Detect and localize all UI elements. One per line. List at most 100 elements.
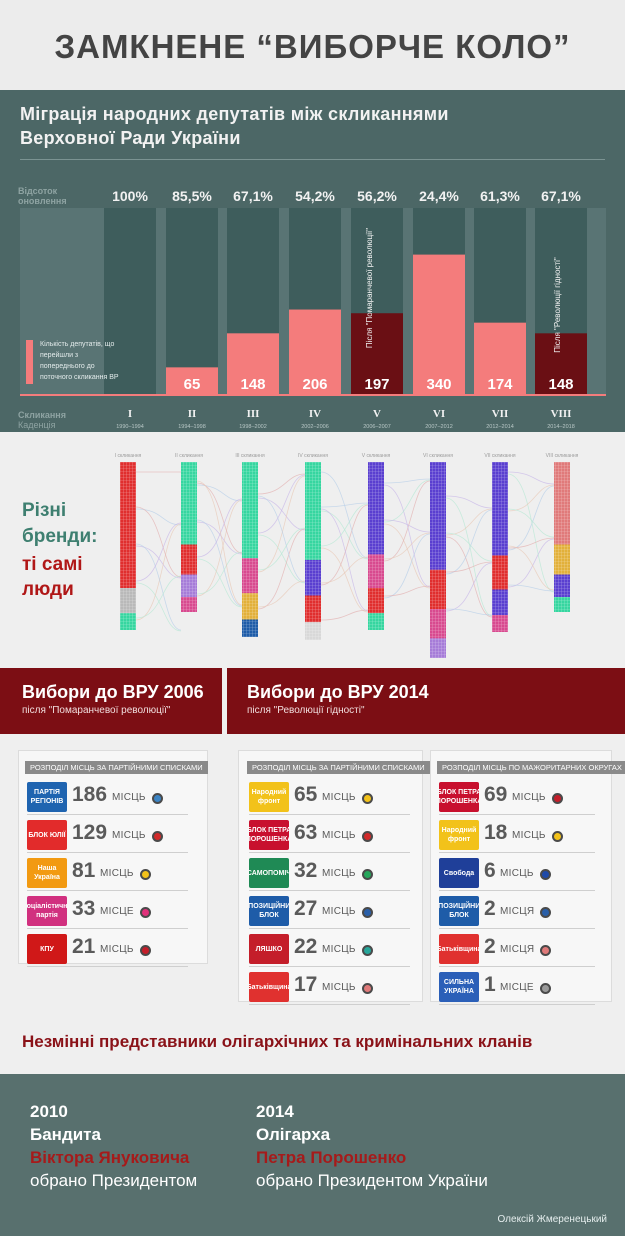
flow-curve <box>445 536 493 618</box>
party-logo: соціалістична партія <box>27 896 67 926</box>
convocation-roman: VII <box>492 408 509 420</box>
flow-curve <box>257 495 306 583</box>
party-row: ПАРТІЯ РЕГІОНІВ 186 МІСЦЬ <box>27 781 192 815</box>
convocation-years: 2006–2007 <box>363 424 391 430</box>
migration-flow-diagram: I скликання II скликання III скликання IV с… <box>115 453 579 658</box>
party-logo: ОПОЗИЦІЙНИЙ БЛОК <box>439 896 479 926</box>
renewal-percent: 100% <box>112 188 148 204</box>
flow-curve <box>507 538 555 588</box>
renewal-percent: 67,1% <box>233 188 273 204</box>
map-pin-icon <box>362 907 373 918</box>
seat-unit: МІСЦЬ <box>112 792 146 803</box>
flow-curve <box>507 471 555 485</box>
flow-curve <box>135 506 182 578</box>
footer-left-text: обрано Президентом <box>30 1171 198 1190</box>
election-2014-title: Вибори до ВРУ 2014 <box>247 682 429 702</box>
flow-curve <box>507 508 555 538</box>
renewal-label-1: Відсоток <box>18 186 58 196</box>
seat-count: 22 <box>294 935 318 958</box>
flow-curve <box>383 532 431 560</box>
renewal-bar <box>104 208 156 394</box>
flow-column-label: IV скликання <box>298 453 328 459</box>
convocation-roman: III <box>247 408 260 420</box>
map-pin-icon <box>140 907 151 918</box>
flow-curve <box>383 519 431 533</box>
seat-unit: МІСЦЯ <box>500 906 535 917</box>
map-pin-icon <box>362 983 373 994</box>
brands-line-2: бренди: <box>22 526 98 547</box>
carried-label: 197 <box>364 376 389 393</box>
flow-curve <box>196 482 243 554</box>
flow-curve <box>320 547 369 613</box>
flow-curve <box>135 523 182 621</box>
cadence-label: Каденція <box>18 420 56 430</box>
flow-curve <box>445 532 493 562</box>
party-row: КПУ 21 МІСЦЬ <box>27 933 192 967</box>
carried-bar <box>227 333 279 394</box>
renewal-percent: 85,5% <box>172 188 212 204</box>
map-pin-icon <box>552 793 563 804</box>
flow-column-label: III скликання <box>235 453 265 459</box>
party-logo: Батьківщина <box>249 972 289 1002</box>
map-pin-icon <box>362 831 373 842</box>
seat-unit: МІСЦЬ <box>322 868 356 879</box>
list-header-2014: РОЗПОДІЛ МІСЦЬ ЗА ПАРТІЙНИМИ СПИСКАМИ <box>247 761 430 774</box>
convocation-years: 1990–1994 <box>116 424 144 430</box>
seat-count: 63 <box>294 821 318 844</box>
header: ЗАМКНЕНЕ “ВИБОРЧЕ КОЛО” <box>0 0 625 90</box>
row-divider <box>249 1004 410 1005</box>
seat-unit: МІСЦЕ <box>100 906 134 917</box>
map-pin-icon <box>540 945 551 956</box>
flow-curve <box>445 561 493 573</box>
party-logo: СИЛЬНА УКРАЇНА <box>439 972 479 1002</box>
party-row: САМОПОМІЧ 32 МІСЦЬ <box>249 857 414 891</box>
seat-count: 2 <box>484 897 496 920</box>
flow-curve <box>383 479 431 523</box>
footer-left-year: 2010 <box>30 1102 68 1121</box>
flow-grid <box>181 462 197 612</box>
footer-left-name: Віктора Януковича <box>30 1148 190 1167</box>
flow-column-label: V скликання <box>362 453 391 459</box>
election-2006-banner: Вибори до ВРУ 2006 після "Помаранчевої р… <box>0 668 222 734</box>
row-divider <box>439 890 595 891</box>
footer-right-year: 2014 <box>256 1102 294 1121</box>
party-row: БЛОК ПЕТРА ПОРОШЕНКА69 МІСЦЬ <box>439 781 599 815</box>
map-pin-icon <box>540 869 551 880</box>
flow-curve <box>257 527 306 571</box>
carried-label: 174 <box>487 376 513 393</box>
party-row: Наша Україна 81 МІСЦЬ <box>27 857 192 891</box>
map-pin-icon <box>362 869 373 880</box>
elections-section: Вибори до ВРУ 2006 після "Помаранчевої р… <box>0 668 625 1014</box>
party-row: Народний фронт 18 МІСЦЬ <box>439 819 599 853</box>
map-pin-icon <box>362 945 373 956</box>
brands-line-1: Різні <box>22 500 67 521</box>
migration-title-line2: Верховної Ради України <box>20 128 241 148</box>
seat-unit: МІСЦЬ <box>322 830 356 841</box>
seat-unit: МІСЦЬ <box>500 868 534 879</box>
row-divider <box>27 928 188 929</box>
carried-bar <box>535 333 587 394</box>
flow-curve <box>320 508 369 612</box>
flow-curve <box>383 484 431 588</box>
migration-panel: Міграція народних депутатів між скликанн… <box>0 90 625 432</box>
party-logo: Батьківщина <box>439 934 479 964</box>
district-header-2014: РОЗПОДІЛ МІСЦЬ ПО МАЖОРИТАРНИХ ОКРУГАХ <box>437 761 625 774</box>
flow-curve <box>445 495 493 509</box>
flow-curve <box>257 473 306 495</box>
party-logo: КПУ <box>27 934 67 964</box>
renewal-percent: 56,2% <box>357 188 397 204</box>
row-divider <box>249 890 410 891</box>
flow-column-label: I скликання <box>115 453 142 459</box>
carried-bar <box>351 313 403 394</box>
flow-curve <box>320 556 369 584</box>
convocation-roman: I <box>128 408 132 420</box>
flow-grid <box>305 462 321 640</box>
party-list-card-2006: РОЗПОДІЛ МІСЦЬ ЗА ПАРТІЙНИМИ СПИСКАМИ ПА… <box>18 750 208 967</box>
row-divider <box>27 966 188 967</box>
carried-label: 65 <box>184 376 201 393</box>
seat-count: 1 <box>484 973 496 996</box>
map-pin-icon <box>152 793 163 804</box>
flow-curve <box>383 585 431 597</box>
flow-curve <box>320 609 369 621</box>
